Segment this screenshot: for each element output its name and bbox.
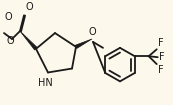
Text: O: O — [88, 27, 96, 37]
Text: F: F — [158, 65, 163, 75]
Text: O: O — [26, 2, 34, 12]
Polygon shape — [75, 39, 92, 48]
Polygon shape — [20, 31, 37, 50]
Text: O: O — [6, 36, 14, 46]
Text: F: F — [158, 38, 163, 48]
Text: O: O — [4, 12, 12, 22]
Text: F: F — [159, 52, 164, 62]
Text: HN: HN — [38, 78, 52, 88]
